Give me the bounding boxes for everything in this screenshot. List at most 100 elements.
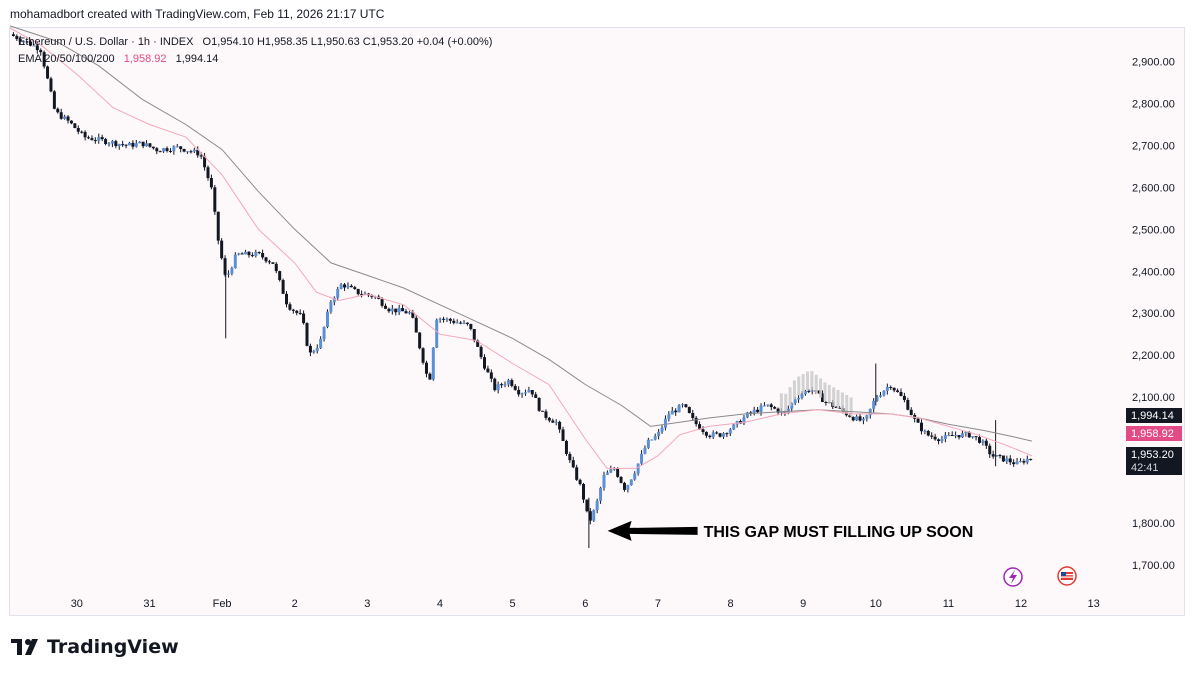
price-badge: 1,958.92 — [1126, 426, 1182, 441]
candle — [855, 414, 859, 422]
candle — [209, 174, 213, 190]
ema-value-1: 1,958.92 — [123, 53, 167, 65]
candle — [32, 43, 36, 47]
candle — [223, 255, 227, 277]
candle — [684, 403, 688, 408]
candle — [500, 382, 504, 389]
candle — [397, 304, 401, 316]
ghost-bar — [814, 374, 818, 394]
candle — [49, 76, 53, 93]
candle — [483, 354, 487, 371]
candle — [353, 285, 357, 290]
candle — [424, 360, 428, 378]
candle — [575, 464, 579, 481]
candle — [186, 151, 190, 154]
candle — [650, 439, 654, 441]
candle — [950, 431, 954, 437]
candle — [715, 431, 719, 435]
lightning-icon[interactable] — [1003, 567, 1023, 587]
ema-value-2: 1,994.14 — [175, 53, 219, 65]
ema-legend[interactable]: EMA 20/50/100/200 1,958.92 1,994.14 — [18, 53, 218, 65]
symbol-legend[interactable]: Ethereum / U.S. Dollar · 1h · INDEX O1,9… — [18, 36, 492, 48]
candle — [73, 123, 77, 129]
candle — [63, 114, 67, 120]
candle — [824, 400, 828, 406]
candle — [298, 309, 302, 315]
candle — [121, 140, 125, 147]
candle — [394, 308, 398, 316]
candle — [609, 465, 613, 474]
time-tick-label: 30 — [71, 598, 83, 610]
candle — [131, 140, 135, 150]
candle — [465, 322, 469, 326]
candle — [670, 406, 674, 415]
time-tick-label: 12 — [1015, 598, 1027, 610]
candle — [462, 320, 466, 325]
candle — [401, 304, 405, 312]
candle — [387, 307, 391, 313]
ghost-bar — [836, 389, 840, 409]
chart-frame[interactable] — [9, 27, 1185, 616]
candle — [691, 409, 695, 422]
candle — [619, 476, 623, 484]
candle — [1029, 458, 1033, 461]
candle — [155, 147, 159, 155]
candle — [971, 436, 975, 439]
candle — [653, 433, 657, 441]
candle — [663, 415, 667, 431]
event-icons[interactable] — [1003, 566, 1077, 587]
candle — [158, 150, 162, 153]
ohlc-values: O1,954.10 H1,958.35 L1,950.63 C1,953.20 … — [202, 36, 493, 48]
candle — [834, 405, 838, 408]
candle — [148, 143, 152, 148]
time-tick-label: 8 — [727, 598, 733, 610]
candle — [114, 139, 118, 149]
price-badge: 1,994.14 — [1126, 408, 1182, 423]
candle — [892, 387, 896, 393]
candle — [728, 427, 732, 437]
candle — [541, 410, 545, 412]
ghost-bar — [779, 393, 783, 413]
price-tick-label: 2,800.00 — [1132, 98, 1175, 110]
candle — [431, 347, 435, 381]
candle — [923, 429, 927, 435]
time-tick-label: 13 — [1088, 598, 1100, 610]
candle — [752, 406, 756, 416]
candle — [582, 482, 586, 504]
candle — [820, 390, 824, 403]
candle — [568, 451, 572, 464]
candle — [766, 404, 770, 407]
candle — [271, 262, 275, 265]
candle — [28, 39, 32, 47]
ghost-bar — [849, 397, 853, 417]
candle — [305, 322, 309, 347]
ema-label: EMA 20/50/100/200 — [18, 53, 115, 65]
candle — [687, 406, 691, 414]
candle — [165, 146, 169, 153]
price-axis[interactable]: 1,700.00 1,800.00 2,100.00 2,200.00 2,300.00… — [1132, 57, 1175, 572]
price-tick-label: 2,300.00 — [1132, 308, 1175, 320]
candle — [595, 498, 599, 514]
candle — [930, 432, 934, 440]
candle — [196, 146, 200, 158]
candle — [90, 135, 94, 141]
tradingview-logo[interactable]: TradingView — [11, 636, 179, 658]
time-axis[interactable]: 30 31 Feb 2 3 4 5 6 7 8 9 10 11 12 13 — [71, 598, 1100, 610]
candle — [602, 471, 606, 491]
us-flag-icon[interactable] — [1057, 566, 1077, 586]
candle — [182, 148, 186, 153]
candle — [899, 388, 903, 397]
candle — [493, 377, 497, 392]
price-badge-label: 1,994.14 — [1131, 410, 1174, 422]
candle — [571, 456, 575, 469]
candle — [906, 397, 910, 411]
candle — [858, 413, 862, 422]
time-tick-label: 9 — [800, 598, 806, 610]
candle — [633, 471, 637, 481]
ghost-bar — [788, 387, 792, 407]
candle — [435, 318, 439, 349]
candle — [677, 404, 681, 413]
candle — [349, 284, 353, 288]
